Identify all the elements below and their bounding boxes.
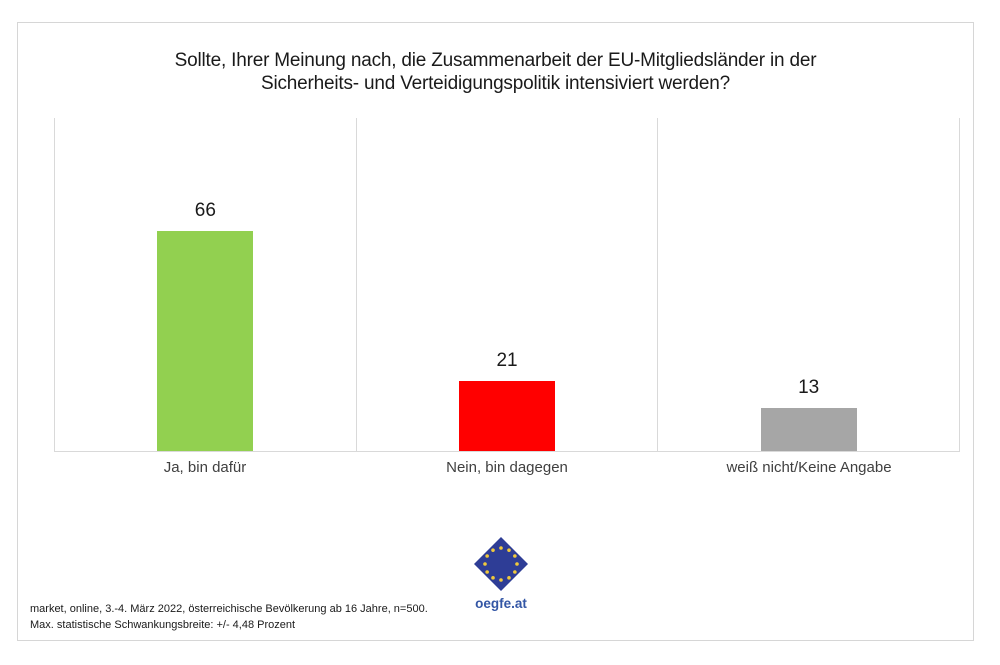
source-note: market, online, 3.-4. März 2022, österre…: [30, 602, 428, 633]
category-label-2: weiß nicht/Keine Angabe: [726, 459, 892, 476]
eu-diamond-icon: [474, 537, 528, 591]
chart-figure: Sollte, Ihrer Meinung nach, die Zusammen…: [17, 22, 974, 641]
chart-title-line2: Sicherheits- und Verteidigungspolitik in…: [261, 73, 730, 94]
logo-text: oegfe.at: [475, 596, 527, 611]
data-label-0: 66: [194, 200, 216, 222]
eu-stars-icon: [483, 546, 519, 582]
source-note-line2: Max. statistische Schwankungsbreite: +/-…: [30, 618, 296, 631]
bar-1: [459, 381, 555, 451]
category-label-0: Ja, bin dafür: [163, 459, 247, 476]
bar-0: [157, 231, 254, 451]
oegfe-logo: oegfe.at: [371, 534, 631, 611]
bar-2: [760, 407, 857, 451]
data-label-2: 13: [798, 376, 820, 398]
plot-area: 66 21 13: [54, 118, 960, 452]
chart-title: Sollte, Ihrer Meinung nach, die Zusammen…: [18, 49, 973, 95]
category-axis: Ja, bin dafür Nein, bin dagegen weiß nicht…: [54, 459, 960, 476]
category-band-2: 13: [658, 118, 959, 451]
category-label-1: Nein, bin dagegen: [446, 459, 568, 476]
data-label-1: 21: [496, 350, 518, 372]
category-band-0: 66: [55, 118, 357, 451]
category-band-1: 21: [357, 118, 659, 451]
chart-title-line1: Sollte, Ihrer Meinung nach, die Zusammen…: [174, 50, 817, 71]
source-note-line1: market, online, 3.-4. März 2022, österre…: [30, 603, 428, 615]
